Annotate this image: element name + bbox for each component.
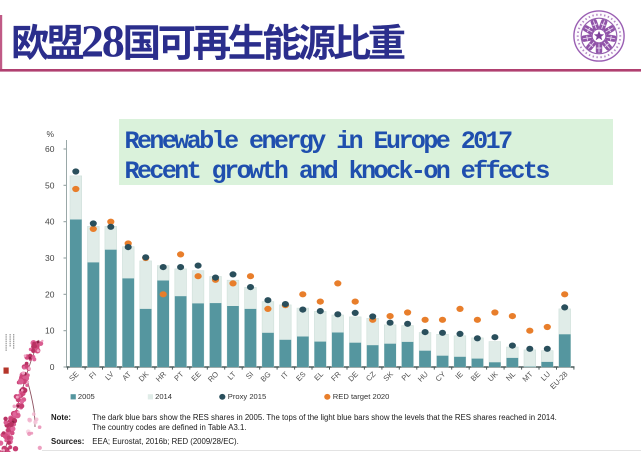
svg-text:MT: MT bbox=[521, 369, 535, 383]
svg-text:DK: DK bbox=[137, 370, 151, 384]
svg-text:IE: IE bbox=[453, 370, 464, 381]
svg-text:50: 50 bbox=[45, 180, 55, 190]
svg-text:LU: LU bbox=[539, 370, 552, 383]
svg-text:SE: SE bbox=[67, 370, 80, 383]
svg-text:LT: LT bbox=[226, 369, 238, 381]
svg-text:LV: LV bbox=[103, 370, 115, 382]
svg-text:%: % bbox=[47, 129, 55, 139]
svg-text:EU-28: EU-28 bbox=[548, 370, 569, 391]
svg-text:RED target 2020: RED target 2020 bbox=[333, 392, 390, 401]
svg-text:AT: AT bbox=[120, 369, 133, 382]
svg-text:UK: UK bbox=[486, 370, 500, 384]
svg-text:SK: SK bbox=[381, 370, 394, 383]
svg-text:CZ: CZ bbox=[364, 369, 378, 383]
svg-text:IT: IT bbox=[279, 369, 290, 380]
svg-text:2014: 2014 bbox=[155, 392, 172, 401]
svg-text:20: 20 bbox=[45, 289, 55, 299]
svg-text:SI: SI bbox=[244, 370, 255, 381]
svg-text:HR: HR bbox=[154, 369, 168, 383]
svg-text:0: 0 bbox=[50, 362, 55, 372]
svg-text:10: 10 bbox=[45, 326, 55, 336]
svg-text:ES: ES bbox=[294, 370, 307, 383]
svg-text:30: 30 bbox=[45, 253, 55, 263]
svg-text:DE: DE bbox=[346, 370, 360, 384]
svg-text:EE: EE bbox=[189, 370, 202, 383]
svg-text:BG: BG bbox=[259, 370, 273, 384]
svg-text:HU: HU bbox=[416, 370, 430, 384]
svg-text:40: 40 bbox=[45, 217, 55, 227]
svg-text:CY: CY bbox=[434, 370, 448, 384]
svg-text:BE: BE bbox=[469, 370, 482, 383]
svg-text:60: 60 bbox=[45, 144, 55, 154]
svg-text:PL: PL bbox=[400, 370, 413, 383]
svg-text:NL: NL bbox=[504, 370, 517, 383]
svg-text:2005: 2005 bbox=[78, 392, 95, 401]
svg-text:EL: EL bbox=[312, 370, 325, 383]
svg-text:Proxy 2015: Proxy 2015 bbox=[228, 392, 266, 401]
svg-text:FI: FI bbox=[87, 370, 98, 381]
svg-text:PT: PT bbox=[172, 369, 185, 382]
svg-text:RO: RO bbox=[206, 370, 220, 384]
svg-text:FR: FR bbox=[329, 369, 343, 383]
